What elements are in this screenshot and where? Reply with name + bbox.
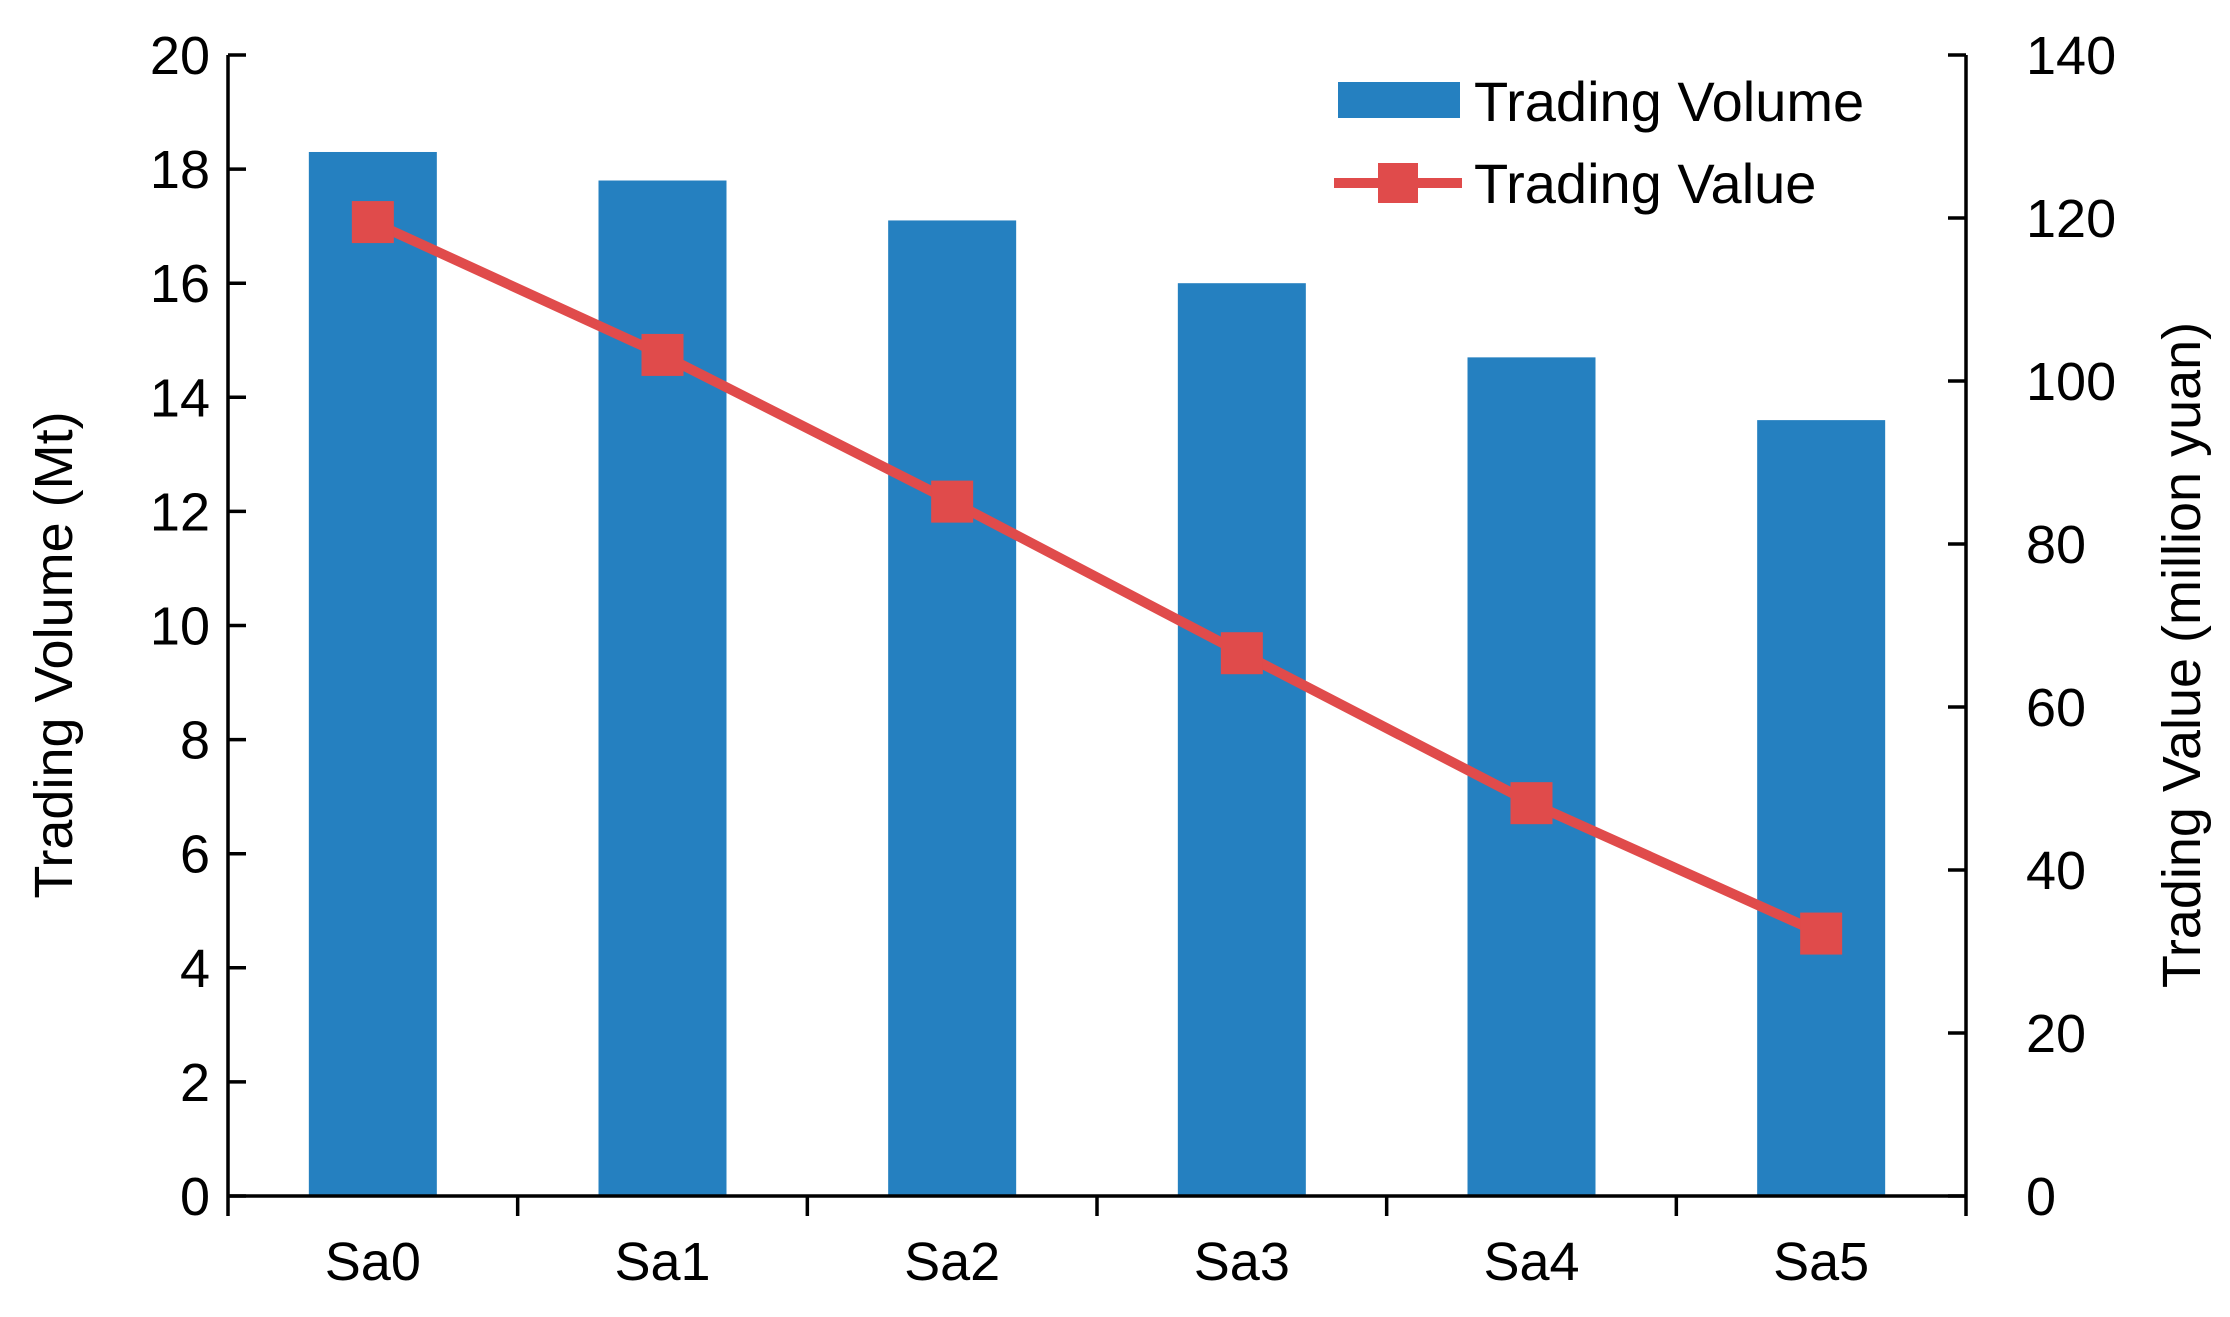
- y-tick-label: 2: [180, 1053, 210, 1113]
- bar-sa3: [1177, 283, 1306, 1196]
- y-tick-label: 6: [180, 825, 210, 885]
- y2-tick-label: 80: [2026, 515, 2086, 575]
- y2-tick-label: 100: [2026, 352, 2116, 412]
- trading-value-point-sa4: [1510, 782, 1553, 825]
- trading-value-point-sa2: [931, 480, 974, 523]
- trading-value-point-sa3: [1220, 632, 1263, 675]
- trading-value-line: [370, 217, 1824, 939]
- line-layer: [351, 201, 1843, 955]
- y-axis-title: Trading Volume (Mt): [24, 411, 84, 898]
- legend-label-trading-value: Trading Value: [1474, 152, 1816, 215]
- x-tick-label: Sa5: [1773, 1232, 1869, 1292]
- y2-tick-label: 40: [2026, 841, 2086, 901]
- y2-tick-label: 140: [2026, 26, 2116, 86]
- trading-value-point-sa1: [641, 333, 684, 376]
- y-tick-label: 18: [150, 140, 210, 200]
- bar-sa5: [1757, 420, 1886, 1196]
- x-tick-label: Sa0: [325, 1232, 421, 1292]
- x-tick-label: Sa2: [904, 1232, 1000, 1292]
- bar-sa2: [888, 220, 1017, 1196]
- legend-swatch-trading-value-marker: [1378, 163, 1418, 203]
- y-tick-label: 14: [150, 368, 210, 428]
- y-tick-label: 10: [150, 597, 210, 657]
- bar-sa0: [308, 151, 437, 1197]
- y-tick-label: 16: [150, 254, 210, 314]
- y2-axis-title: Trading Value (million yuan): [2152, 322, 2212, 988]
- y2-tick-label: 60: [2026, 678, 2086, 738]
- legend-label-trading-volume: Trading Volume: [1474, 70, 1864, 133]
- y2-tick-label: 0: [2026, 1167, 2056, 1227]
- axes-layer: [226, 53, 1968, 1216]
- x-tick-label: Sa4: [1483, 1232, 1579, 1292]
- legend-swatch-trading-volume: [1338, 82, 1460, 118]
- y-tick-label: 8: [180, 711, 210, 771]
- x-tick-label: Sa1: [614, 1232, 710, 1292]
- y-tick-label: 4: [180, 939, 210, 999]
- y-tick-label: 0: [180, 1167, 210, 1227]
- y2-tick-label: 20: [2026, 1004, 2086, 1064]
- trading-value-point-sa0: [351, 201, 394, 244]
- y2-tick-label: 120: [2026, 189, 2116, 249]
- x-tick-label: Sa3: [1194, 1232, 1290, 1292]
- y-tick-label: 20: [150, 26, 210, 86]
- trading-value-point-sa5: [1800, 912, 1843, 955]
- ticks-layer: 0 2 4 6 8 10 12 14 16 18 20 0 20 40 60 80 100 120 140 Sa0 Sa…: [150, 26, 2116, 1292]
- bars-layer: [308, 151, 1886, 1197]
- legend: Trading Volume Trading Value: [1334, 70, 1864, 215]
- y-tick-label: 12: [150, 482, 210, 542]
